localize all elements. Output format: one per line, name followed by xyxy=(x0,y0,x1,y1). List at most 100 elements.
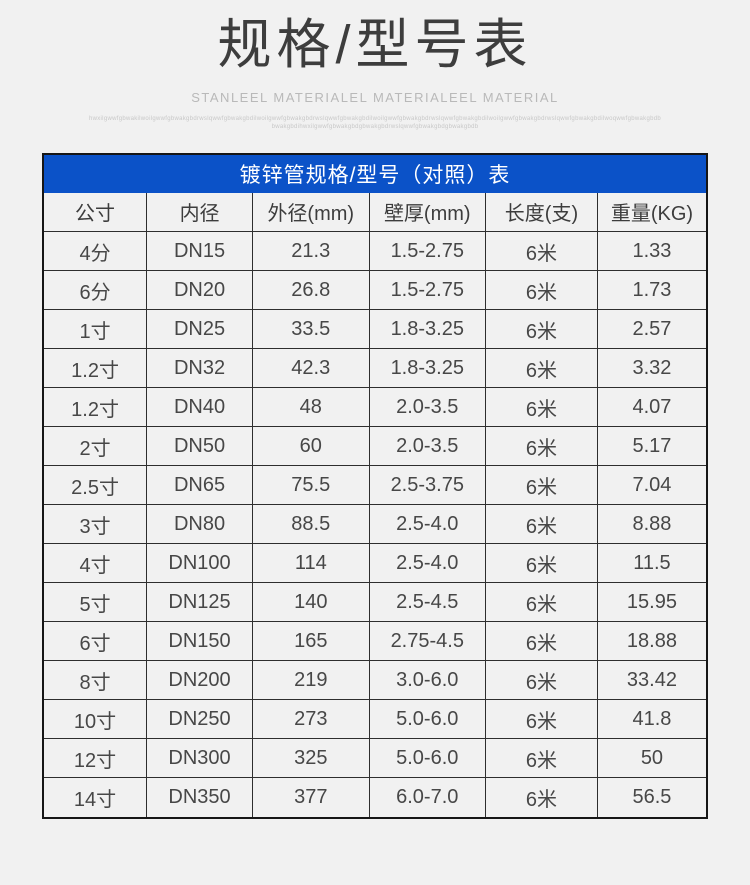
table-cell: 50 xyxy=(596,738,706,778)
table-cell: 7.04 xyxy=(596,465,706,505)
table-cell: 6.0-7.0 xyxy=(368,777,487,817)
table-cell: 1.8-3.25 xyxy=(368,348,487,388)
table-cell: 33.42 xyxy=(596,660,706,700)
table-cell: 6米 xyxy=(485,426,598,466)
table-cell: 6米 xyxy=(485,660,598,700)
table-cell: 6米 xyxy=(485,309,598,349)
table-cell: 48 xyxy=(252,387,370,427)
table-cell: 2.75-4.5 xyxy=(368,621,487,661)
table-cell: DN350 xyxy=(146,777,254,817)
table-cell: 377 xyxy=(252,777,370,817)
table-cell: 6米 xyxy=(485,738,598,778)
table-cell: 88.5 xyxy=(252,504,370,544)
table-row: 1.2寸 DN32 42.3 1.8-3.25 6米 3.32 xyxy=(44,348,706,388)
table-cell: DN15 xyxy=(146,231,254,271)
table-cell: 11.5 xyxy=(596,543,706,583)
table-row: 12寸 DN300 325 5.0-6.0 6米 50 xyxy=(44,738,706,778)
table-row: 14寸 DN350 377 6.0-7.0 6米 56.5 xyxy=(44,777,706,817)
table-cell: 1.5-2.75 xyxy=(368,270,487,310)
table-cell: DN80 xyxy=(146,504,254,544)
table-cell: 42.3 xyxy=(252,348,370,388)
table-cell: 2.5寸 xyxy=(44,465,148,505)
table-cell: 8.88 xyxy=(596,504,706,544)
page-title: 规格/型号表 xyxy=(217,15,533,75)
table-row: 8寸 DN200 219 3.0-6.0 6米 33.42 xyxy=(44,660,706,700)
table-cell: DN25 xyxy=(146,309,254,349)
table-cell: 2.5-4.0 xyxy=(368,543,487,583)
table-cell: 15.95 xyxy=(596,582,706,622)
table-cell: 2.5-4.0 xyxy=(368,504,487,544)
table-cell: 60 xyxy=(252,426,370,466)
table-cell: 5.17 xyxy=(596,426,706,466)
column-header: 外径(mm) xyxy=(252,192,370,232)
table-cell: 2.0-3.5 xyxy=(368,426,487,466)
table-cell: 2.5-4.5 xyxy=(368,582,487,622)
column-header: 壁厚(mm) xyxy=(368,192,487,232)
spec-table-band-title: 镀锌管规格/型号（对照）表 xyxy=(44,154,706,193)
table-cell: 26.8 xyxy=(252,270,370,310)
column-header: 公寸 xyxy=(44,192,148,232)
hero-section: 规格/型号表 STANLEEL MATERIALEL MATERIALEEL M… xyxy=(0,12,750,131)
table-cell: 6分 xyxy=(44,270,148,310)
table-row: 10寸 DN250 273 5.0-6.0 6米 41.8 xyxy=(44,699,706,739)
table-cell: 219 xyxy=(252,660,370,700)
fine-print-line-2: bwakgbdihwxilgwwfgbwakgbdgbwakgbdrwslqww… xyxy=(271,123,479,130)
table-cell: 5.0-6.0 xyxy=(368,738,487,778)
table-row: 6寸 DN150 165 2.75-4.5 6米 18.88 xyxy=(44,621,706,661)
table-cell: DN100 xyxy=(146,543,254,583)
table-cell: 33.5 xyxy=(252,309,370,349)
table-cell: 3.0-6.0 xyxy=(368,660,487,700)
table-cell: 18.88 xyxy=(596,621,706,661)
table-cell: DN200 xyxy=(146,660,254,700)
table-row: 1.2寸 DN40 48 2.0-3.5 6米 4.07 xyxy=(44,387,706,427)
table-cell: DN250 xyxy=(146,699,254,739)
table-cell: 6米 xyxy=(485,270,598,310)
page-subtitle: STANLEEL MATERIALEL MATERIALEEL MATERIAL xyxy=(191,89,559,105)
table-cell: 4分 xyxy=(44,231,148,271)
table-cell: 41.8 xyxy=(596,699,706,739)
table-cell: 4寸 xyxy=(44,543,148,583)
table-cell: 1.33 xyxy=(596,231,706,271)
table-row: 4分 DN15 21.3 1.5-2.75 6米 1.33 xyxy=(44,231,706,271)
table-cell: 10寸 xyxy=(44,699,148,739)
table-cell: 2.57 xyxy=(596,309,706,349)
table-cell: 8寸 xyxy=(44,660,148,700)
table-cell: 1.8-3.25 xyxy=(368,309,487,349)
column-header: 内径 xyxy=(146,192,254,232)
table-cell: DN150 xyxy=(146,621,254,661)
table-cell: 14寸 xyxy=(44,777,148,817)
table-cell: 5寸 xyxy=(44,582,148,622)
table-cell: 325 xyxy=(252,738,370,778)
table-cell: 6米 xyxy=(485,543,598,583)
table-cell: 165 xyxy=(252,621,370,661)
table-cell: DN65 xyxy=(146,465,254,505)
table-cell: 6米 xyxy=(485,582,598,622)
table-cell: 273 xyxy=(252,699,370,739)
table-cell: 2.0-3.5 xyxy=(368,387,487,427)
table-cell: 21.3 xyxy=(252,231,370,271)
table-cell: 2.5-3.75 xyxy=(368,465,487,505)
fine-print-line-1: hwxilgwwfgbwakilwoilgwwfgbwakgbdrwslqwwf… xyxy=(88,115,661,122)
table-cell: 3寸 xyxy=(44,504,148,544)
column-header: 重量(KG) xyxy=(596,192,706,232)
table-cell: 6米 xyxy=(485,504,598,544)
table-cell: 1寸 xyxy=(44,309,148,349)
table-row: 1寸 DN25 33.5 1.8-3.25 6米 2.57 xyxy=(44,309,706,349)
table-cell: 5.0-6.0 xyxy=(368,699,487,739)
table-cell: 6米 xyxy=(485,777,598,817)
table-cell: 6米 xyxy=(485,465,598,505)
table-cell: 1.73 xyxy=(596,270,706,310)
table-row: 2寸 DN50 60 2.0-3.5 6米 5.17 xyxy=(44,426,706,466)
table-cell: 6米 xyxy=(485,348,598,388)
table-cell: 6米 xyxy=(485,231,598,271)
table-cell: DN125 xyxy=(146,582,254,622)
table-cell: 1.2寸 xyxy=(44,387,148,427)
table-cell: 6米 xyxy=(485,387,598,427)
table-row: 6分 DN20 26.8 1.5-2.75 6米 1.73 xyxy=(44,270,706,310)
spec-table-container: 镀锌管规格/型号（对照）表 公寸 内径 外径(mm) 壁厚(mm) 长度(支) 重量(KG… xyxy=(42,152,708,819)
column-header: 长度(支) xyxy=(485,192,598,232)
table-row: 5寸 DN125 140 2.5-4.5 6米 15.95 xyxy=(44,582,706,622)
table-cell: 6寸 xyxy=(44,621,148,661)
table-cell: DN300 xyxy=(146,738,254,778)
table-cell: 1.2寸 xyxy=(44,348,148,388)
